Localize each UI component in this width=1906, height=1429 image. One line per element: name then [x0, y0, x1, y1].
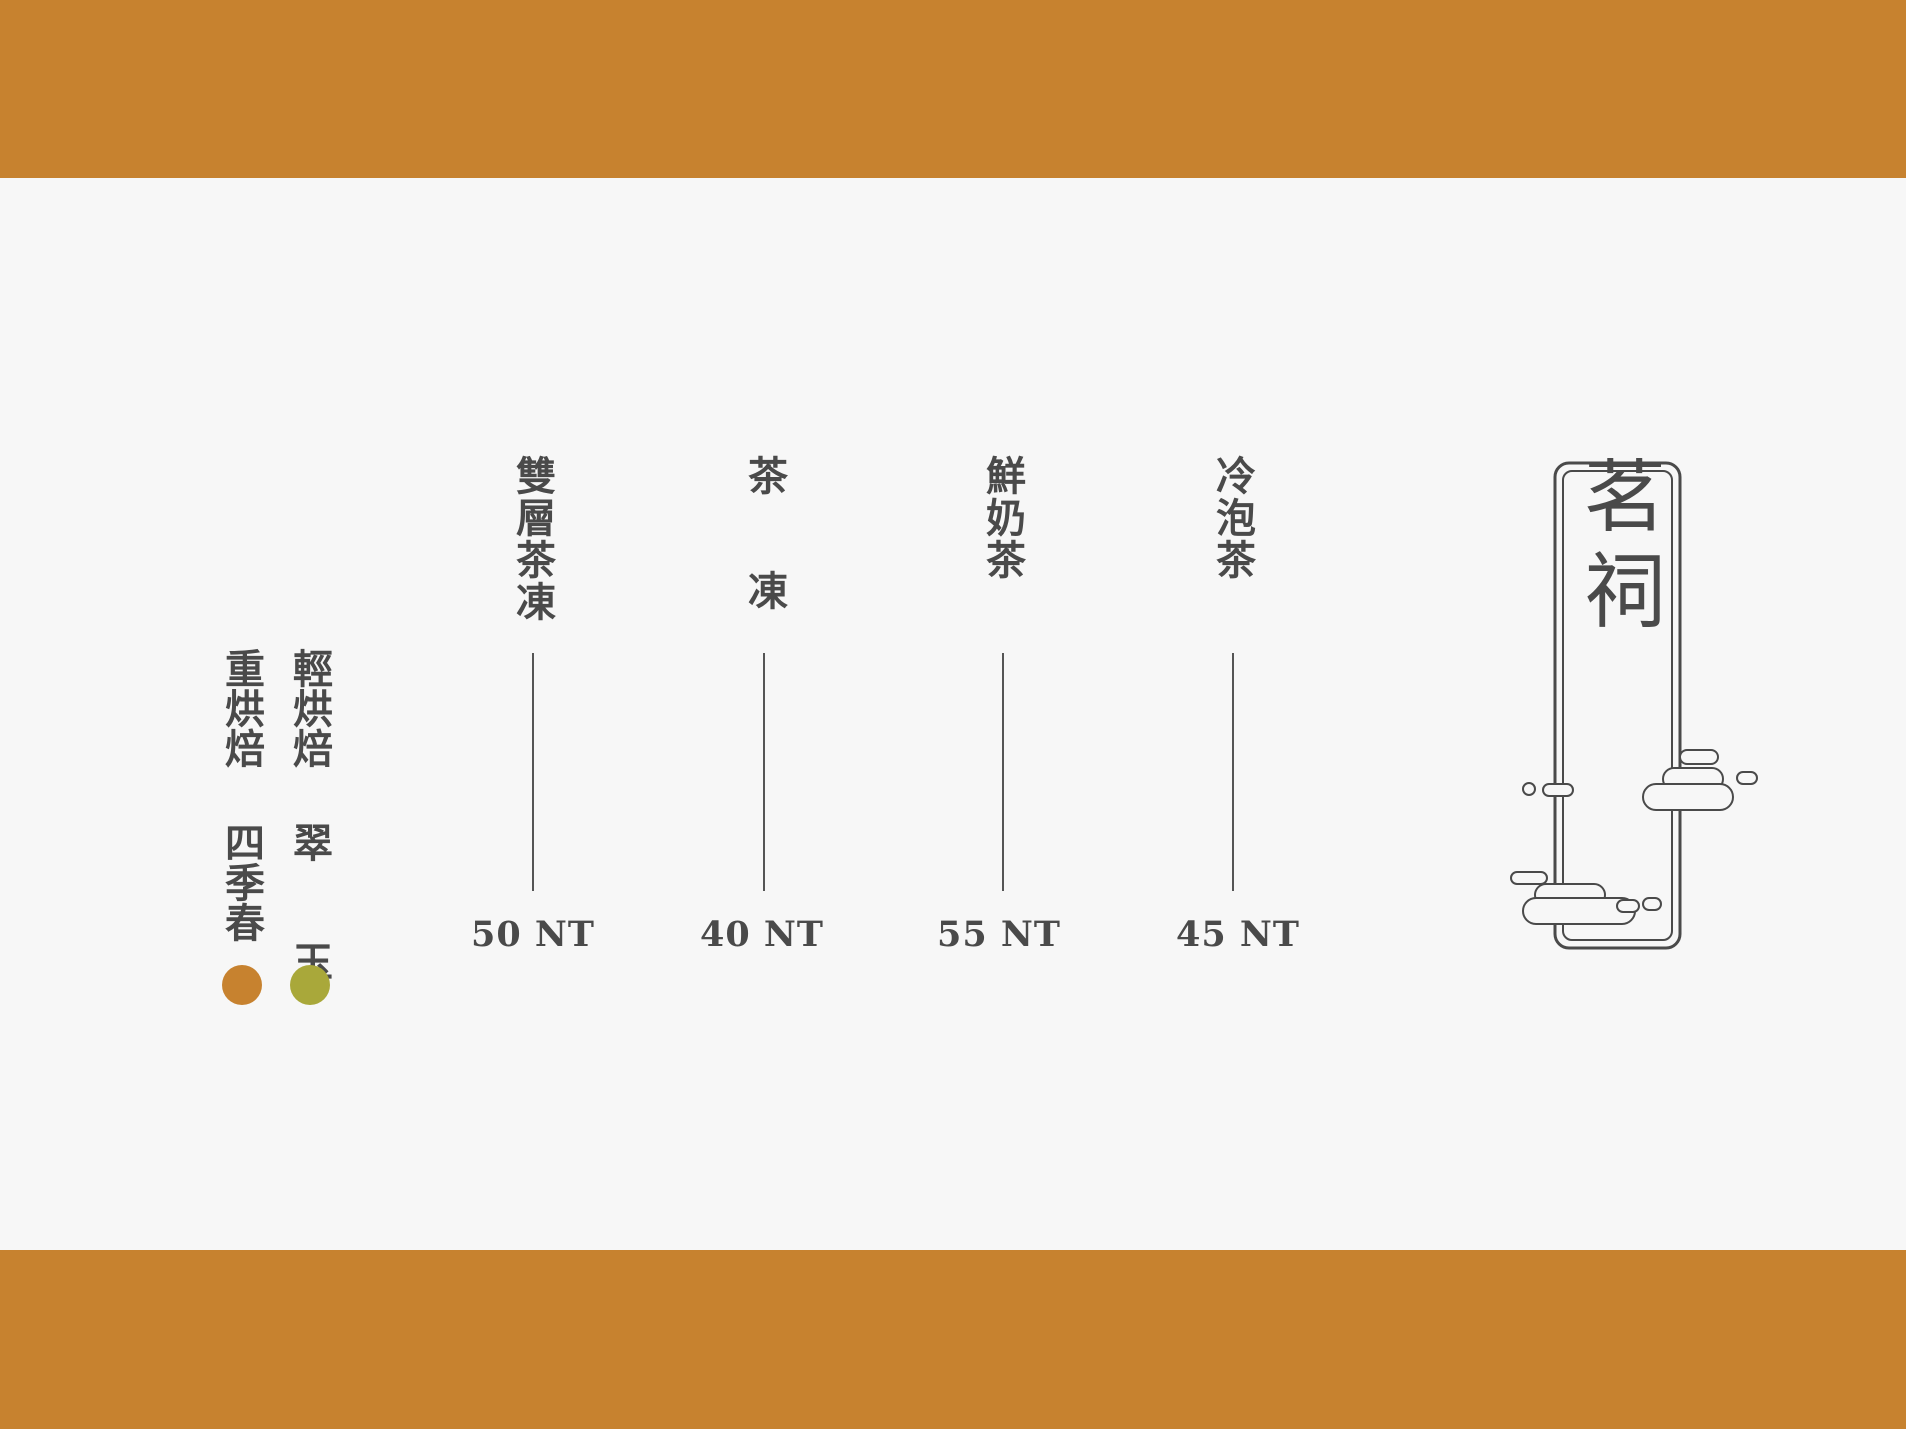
menu-item-price: 55 NT — [937, 914, 1061, 955]
bottom-band — [0, 1250, 1906, 1429]
tea-roast-light: 輕烘焙 — [286, 648, 333, 768]
tea-roast-heavy: 重烘焙 — [218, 648, 265, 768]
menu-item-price: 40 NT — [700, 914, 824, 955]
menu-item-price: 45 NT — [1176, 914, 1300, 955]
menu-item-name: 冷泡茶 — [1209, 455, 1256, 581]
tea-variety-heavy: 四季春 — [218, 822, 265, 942]
top-band — [0, 0, 1906, 178]
menu-item-name: 茶 凍 — [741, 455, 788, 624]
logo-text: 凍茗祠 — [1570, 458, 1665, 644]
menu-divider-line — [1002, 653, 1004, 891]
cloud-frame-logo-icon: 凍茗祠 — [1510, 458, 1758, 950]
tea-dot-heavy — [222, 965, 262, 1005]
menu-item-name: 雙層茶凍 — [509, 455, 556, 623]
menu-item-name: 鮮奶茶 — [979, 455, 1026, 581]
menu-divider-line — [763, 653, 765, 891]
menu-divider-line — [1232, 653, 1234, 891]
menu-divider-line — [532, 653, 534, 891]
menu-item-price: 50 NT — [471, 914, 595, 955]
tea-dot-light — [290, 965, 330, 1005]
